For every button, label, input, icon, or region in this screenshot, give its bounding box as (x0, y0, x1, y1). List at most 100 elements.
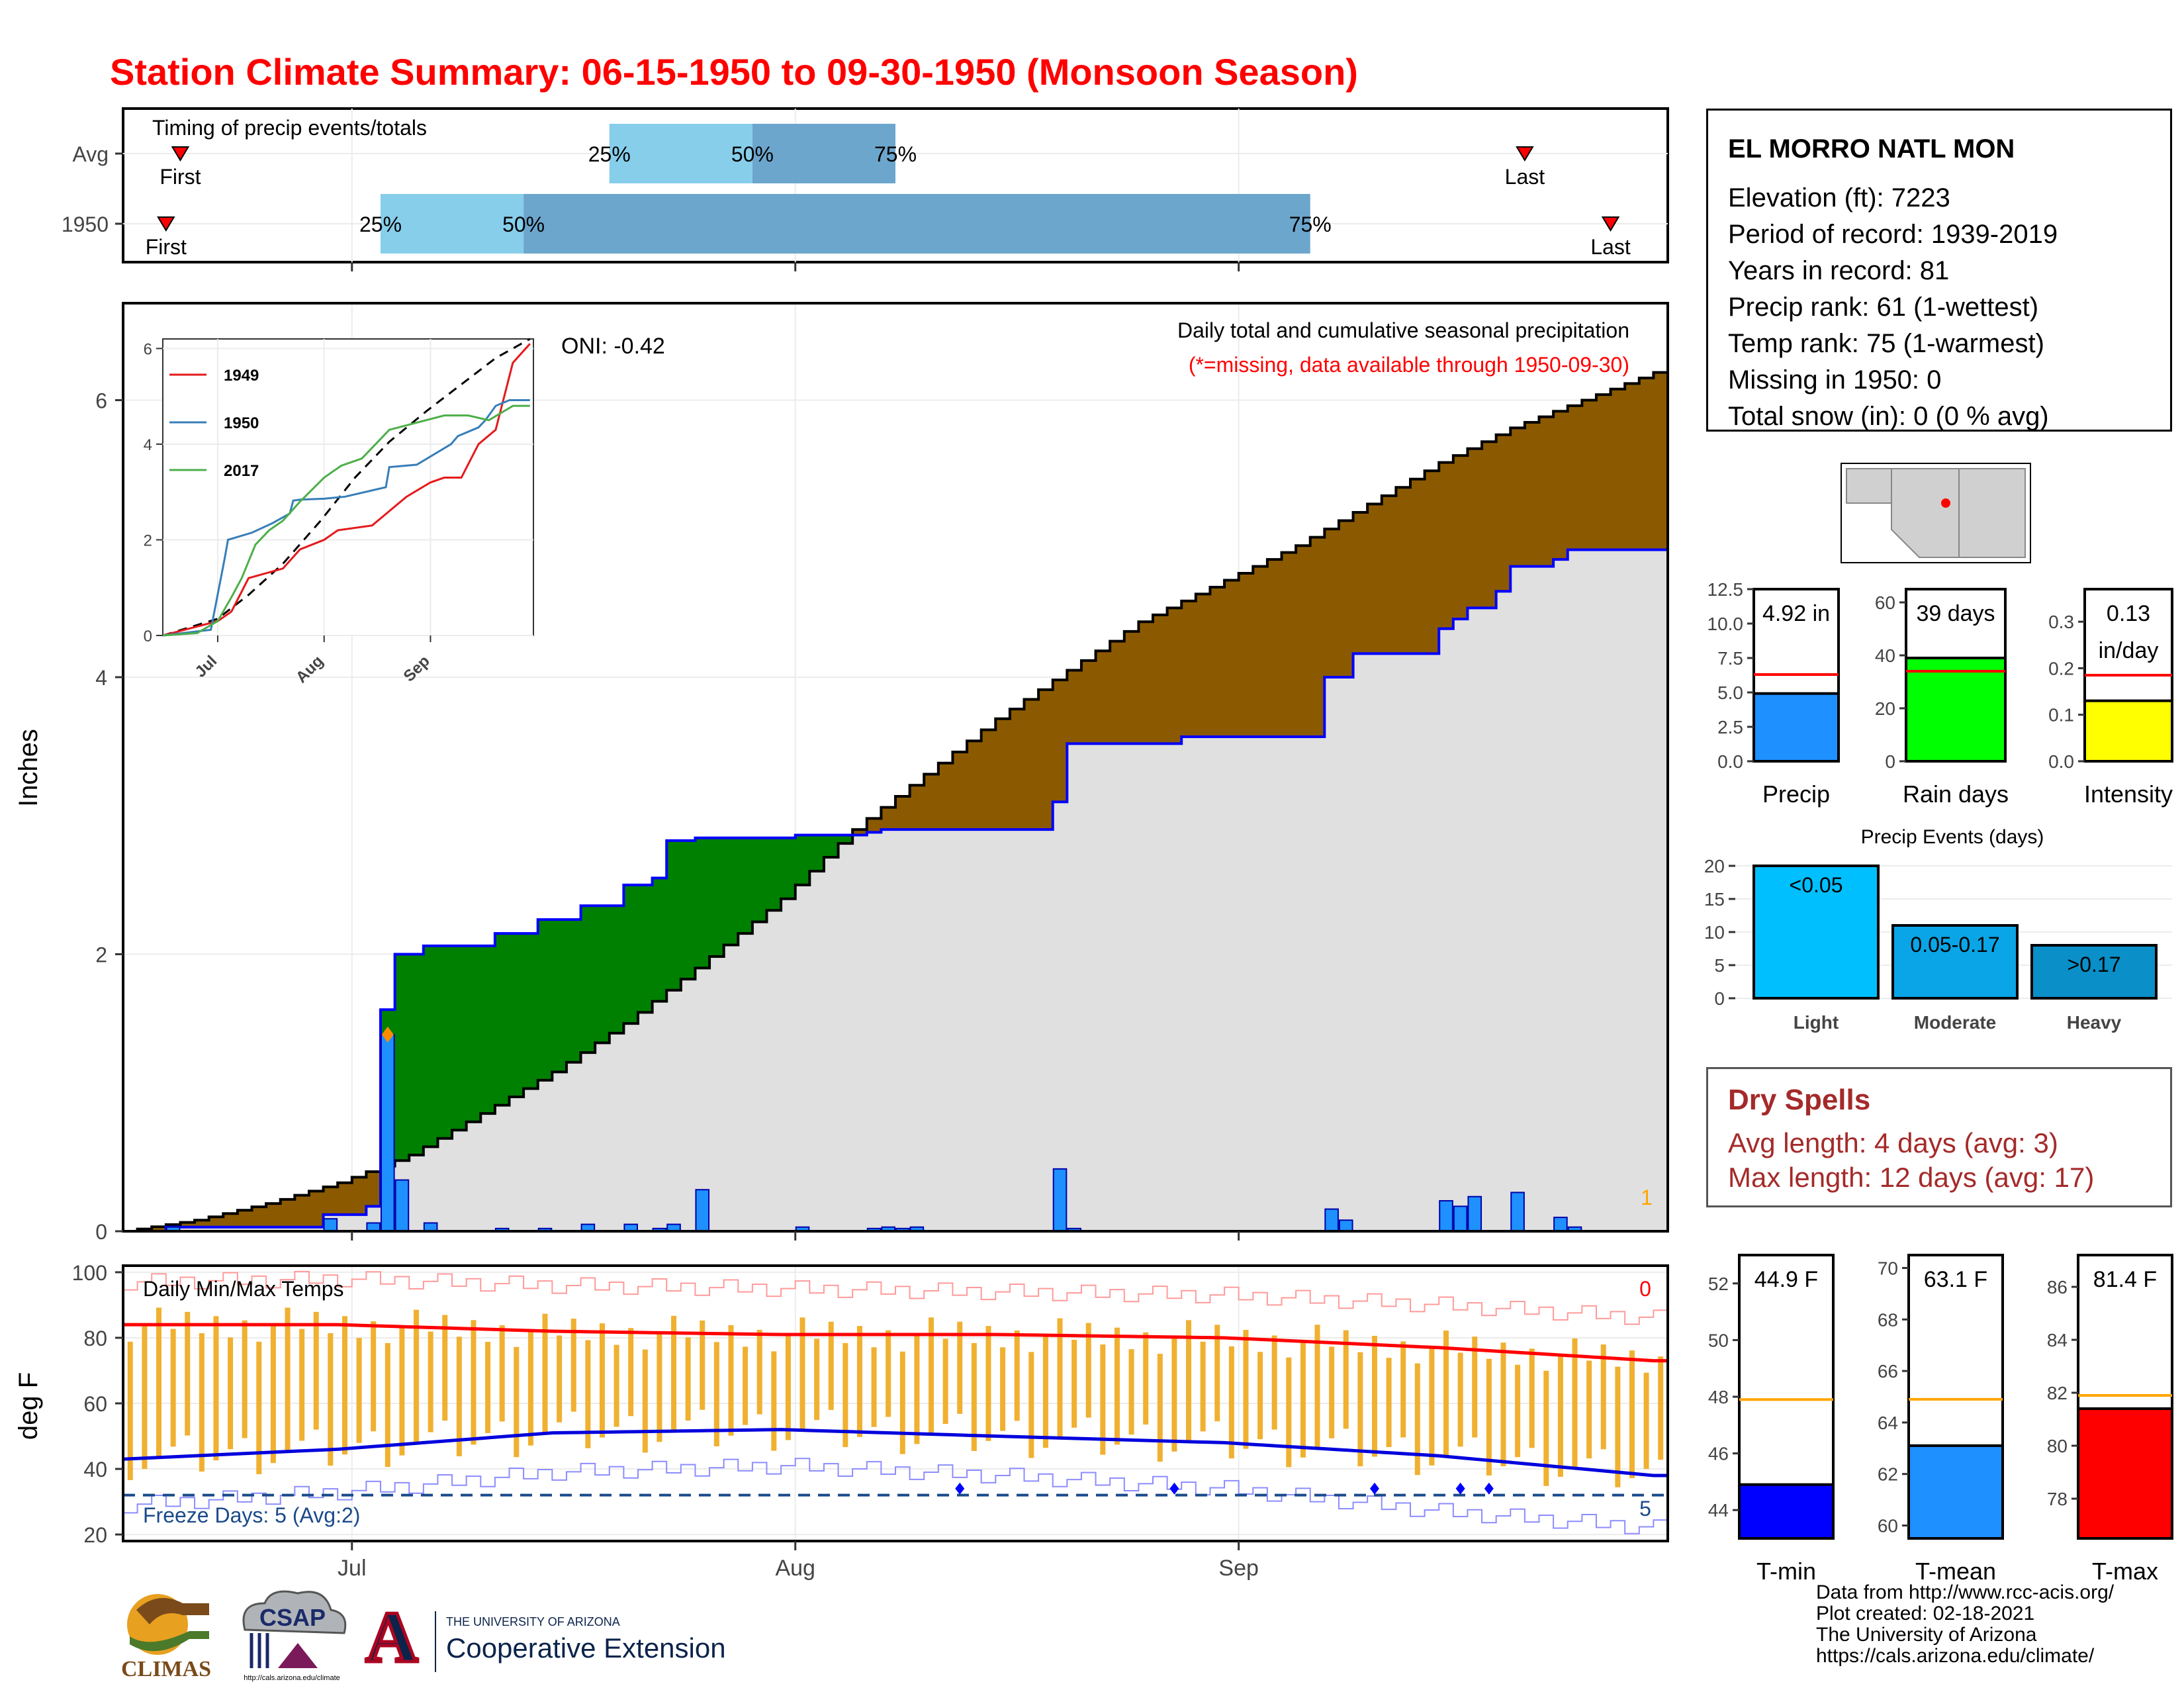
total-intensity-name-label: Intensity (2084, 780, 2173, 808)
precip-deficit-fill (1324, 529, 1340, 677)
temp-daily-bar (285, 1307, 291, 1452)
inset-y-tick-label: 0 (144, 628, 152, 645)
temp-summary-t-min-y-tick-label: 50 (1708, 1330, 1729, 1350)
temp-summary-t-min-y-tick-label: 46 (1708, 1444, 1729, 1464)
temp-daily-bar (1286, 1357, 1292, 1468)
temp-daily-bar (1529, 1348, 1535, 1448)
temp-daily-bar (771, 1351, 777, 1451)
precip-deficit-fill (237, 1210, 253, 1227)
events-bar-label-light: <0.05 (1790, 873, 1843, 897)
temp-daily-bar (1472, 1336, 1478, 1438)
temp-daily-bar (842, 1342, 848, 1448)
total-rain-days-value-label: 39 days (1916, 601, 1995, 626)
temp-daily-bar (1042, 1335, 1048, 1448)
ua-logo-letter: A (365, 1597, 418, 1677)
precip-deficit-fill (1467, 448, 1482, 608)
precip-deficit-fill (909, 785, 925, 830)
temp-daily-bar (1500, 1342, 1506, 1467)
temp-daily-bar (642, 1349, 648, 1453)
temp-daily-bar (170, 1329, 176, 1447)
total-precip-name-label: Precip (1762, 780, 1830, 808)
precip-deficit-fill (1496, 434, 1511, 592)
precip-deficit-fill (1124, 631, 1139, 744)
precip-daily-bar (1453, 1205, 1468, 1233)
temp-daily-bar (499, 1325, 505, 1422)
ua-logo-line2: Cooperative Extension (446, 1632, 726, 1664)
precip-surplus-fill (823, 835, 839, 858)
dry-spells-max: Max length: 12 days (avg: 17) (1728, 1162, 2095, 1193)
temp-daily-bar (557, 1335, 563, 1423)
precip-surplus-fill (738, 837, 753, 934)
temp-daily-bar (414, 1309, 420, 1444)
precip-surplus-fill (494, 933, 510, 1105)
precip-daily-bar (323, 1218, 338, 1232)
precip-surplus-fill (552, 919, 567, 1072)
timing-first-label: First (159, 165, 201, 189)
temp-summary-t-min-value-label: 44.9 F (1754, 1267, 1818, 1292)
temp-daily-bar (1214, 1325, 1220, 1422)
timing-last-marker (1601, 216, 1620, 232)
precip-surplus-fill (838, 835, 853, 844)
total-precip-y-tick-label: 10.0 (1707, 614, 1744, 634)
precip-daily-bar (1510, 1192, 1525, 1232)
temp-daily-bar (1300, 1340, 1306, 1458)
precip-surplus-fill (652, 878, 667, 1002)
timing-bar-25-50 (609, 124, 752, 183)
temp-average-min-line (122, 1428, 1668, 1477)
temp-daily-bar (1114, 1327, 1120, 1445)
temp-daily-bar (1000, 1347, 1006, 1431)
temp-daily-bar (929, 1317, 934, 1434)
temp-daily-bar (1658, 1356, 1664, 1460)
precip-deficit-fill (208, 1217, 224, 1227)
temp-summary-t-max-y-tick-label: 86 (2047, 1277, 2068, 1297)
total-intensity-value-bar (2083, 699, 2173, 763)
temp-y-tick-label: 100 (72, 1261, 107, 1285)
precip-deficit-fill (1367, 504, 1383, 654)
events-y-tick-label: 10 (1704, 922, 1725, 943)
temp-summary-t-max-y-tick-label: 82 (2047, 1383, 2068, 1403)
total-precip-y-tick-label: 2.5 (1717, 717, 1743, 737)
temp-record-max-line (123, 1270, 1668, 1325)
total-intensity-value-label-unit: in/day (2099, 638, 2159, 663)
precip-deficit-fill (1038, 689, 1054, 830)
temp-daily-bar (1329, 1346, 1335, 1438)
precip-deficit-fill (981, 729, 996, 830)
events-bar-label-moderate: 0.05-0.17 (1910, 933, 1999, 957)
temp-daily-bar (527, 1330, 533, 1446)
timing-last-label: Last (1590, 235, 1631, 259)
precip-deficit-fill (1439, 462, 1454, 629)
temp-daily-bar (442, 1315, 448, 1421)
precip-deficit-fill (1453, 455, 1469, 620)
inset-series-line-1949 (162, 343, 531, 637)
precip-deficit-fill (1095, 651, 1111, 744)
temp-daily-bar (456, 1336, 462, 1456)
total-intensity-y-tick-label: 0.2 (2048, 658, 2074, 679)
precip-deficit-fill (152, 1227, 167, 1231)
precip-deficit-fill (1338, 520, 1354, 677)
precip-deficit-fill (1138, 622, 1154, 744)
temp-daily-bar (341, 1316, 347, 1455)
precip-deficit-fill (266, 1203, 281, 1227)
precip-deficit-fill (1024, 699, 1039, 830)
total-rain-days-y-tick-label: 20 (1875, 698, 1895, 719)
temp-daily-bar (385, 1342, 390, 1468)
precip-deficit-fill (1110, 641, 1125, 744)
credits: Data from http://www.rcc-acis.org/ Plot … (1816, 1582, 2114, 1667)
temp-daily-bar (799, 1317, 805, 1430)
credit-line-url: https://cals.arizona.edu/climate/ (1816, 1645, 2095, 1667)
temp-daily-bar (942, 1338, 948, 1425)
temp-daily-bar (1143, 1332, 1149, 1425)
climas-logo-text: CLIMAS (121, 1657, 211, 1681)
total-rain-days-y-tick-label: 60 (1875, 592, 1895, 613)
precip-surplus-fill (409, 954, 424, 1155)
precip-surplus-fill (537, 919, 553, 1080)
temp-daily-bar (657, 1333, 662, 1442)
station-info-box: EL MORRO NATL MON Elevation (ft): 7223 P… (1706, 109, 2172, 432)
timing-bar-25-50 (381, 194, 524, 254)
precip-deficit-fill (1067, 670, 1082, 744)
inset-legend-label-2017: 2017 (224, 462, 259, 480)
temp-daily-bar (985, 1326, 991, 1441)
temp-daily-bar (1543, 1370, 1549, 1486)
freeze-day-marker (1369, 1482, 1379, 1495)
